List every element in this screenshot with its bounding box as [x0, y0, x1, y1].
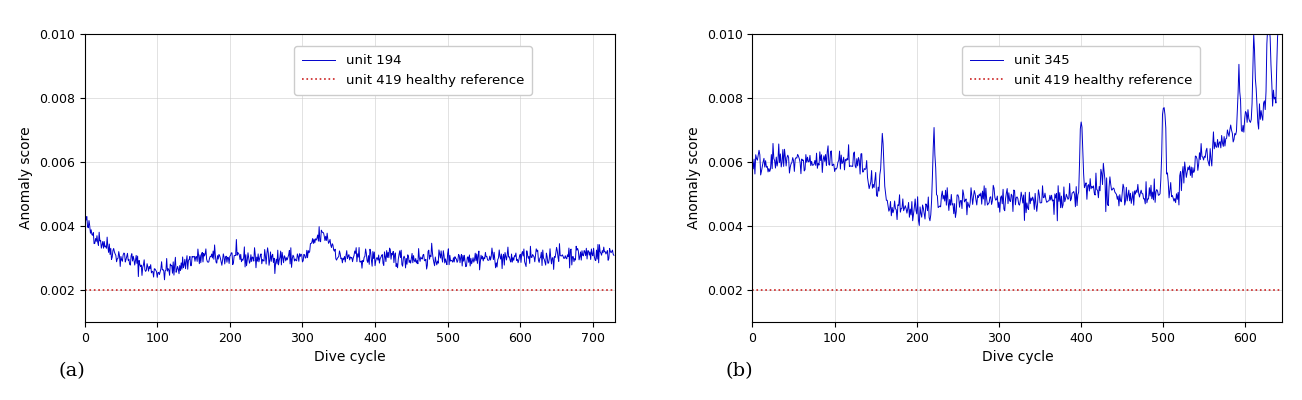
unit 194: [77, 215, 92, 220]
Text: (b): (b): [727, 362, 754, 380]
unit 345: [745, 158, 760, 163]
Y-axis label: Anomaly score: Anomaly score: [20, 127, 34, 229]
Legend: unit 194, unit 419 healthy reference: unit 194, unit 419 healthy reference: [294, 46, 533, 95]
unit 345: [1260, 25, 1276, 30]
unit 345: [1271, 25, 1286, 30]
X-axis label: Dive cycle: Dive cycle: [982, 350, 1053, 364]
Line: unit 194: unit 194: [85, 216, 615, 280]
unit 345: [910, 218, 926, 222]
unit 345: [874, 149, 889, 154]
unit 345: [1098, 178, 1113, 183]
X-axis label: Dive cycle: Dive cycle: [314, 350, 385, 364]
Legend: unit 345, unit 419 healthy reference: unit 345, unit 419 healthy reference: [962, 46, 1200, 95]
unit 345: [1273, 25, 1289, 30]
unit 419 healthy reference: [746, 288, 762, 292]
unit 419 healthy reference: [78, 288, 94, 292]
unit 419 healthy reference: [745, 288, 760, 292]
unit 419 healthy reference: [77, 288, 92, 292]
unit 194: [538, 263, 553, 268]
unit 194: [607, 253, 622, 258]
unit 194: [478, 250, 493, 255]
unit 194: [512, 254, 527, 258]
Y-axis label: Anomaly score: Anomaly score: [687, 127, 702, 229]
unit 345: [837, 168, 853, 172]
unit 345: [911, 223, 927, 228]
unit 345: [984, 202, 1000, 207]
unit 194: [79, 214, 95, 219]
Line: unit 345: unit 345: [753, 28, 1281, 226]
unit 194: [293, 252, 309, 256]
Text: (a): (a): [59, 362, 85, 380]
unit 194: [156, 278, 172, 282]
unit 194: [305, 240, 320, 245]
unit 194: [169, 264, 185, 269]
